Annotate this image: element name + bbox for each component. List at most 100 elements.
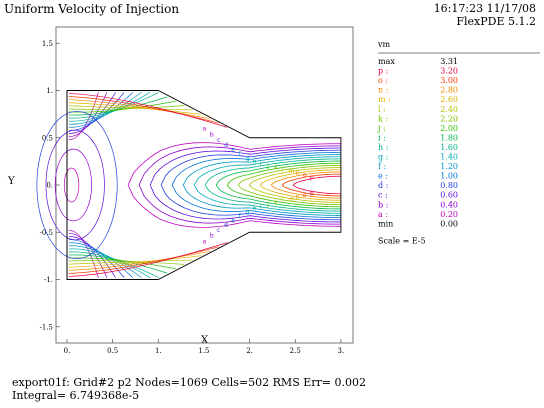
corner-contour-f (68, 245, 142, 278)
corner-contour-o (68, 96, 219, 124)
y-axis-label: Y (8, 176, 15, 187)
x-tick-label: 3. (338, 347, 345, 355)
legend-level-value: 1.20 (440, 162, 458, 171)
contour-label-h: h (253, 206, 257, 213)
contour-label-i: i (260, 160, 262, 167)
legend: vm max 3.31 p : 3.20 o : 3.00 n : 2.80 m : 2.60 l :… (377, 40, 540, 245)
legend-level-value: 2.00 (440, 124, 458, 133)
x-tick-label: 1. (155, 347, 162, 355)
corner-contour-h (68, 92, 159, 119)
legend-level-label: l : (378, 105, 386, 114)
legend-level-value: 0.40 (440, 200, 458, 209)
contour-label-p: p (310, 174, 314, 181)
legend-level-label: g : (378, 153, 388, 162)
contour-label-k: k (274, 200, 278, 207)
corner-contour-h (68, 251, 159, 278)
corner-contour-n (68, 250, 211, 271)
contour-label-h: h (253, 158, 257, 165)
corner-contour-a (68, 230, 99, 278)
contour-m (259, 169, 341, 201)
legend-level-label: j : (377, 124, 386, 133)
x-tick-label: 0. (64, 347, 71, 355)
contour-label-k: k (274, 164, 278, 171)
contour-label-b: b (210, 233, 214, 240)
legend-min-value: 0.00 (440, 219, 458, 228)
legend-level-label: o : (378, 76, 388, 85)
legend-level-value: 3.00 (440, 76, 458, 85)
contour-c (149, 147, 341, 223)
legend-level-label: d : (378, 181, 388, 190)
contour-label-c: c (217, 227, 220, 234)
legend-level-label: h : (378, 143, 388, 152)
x-tick-label: 0.5 (107, 347, 118, 355)
legend-level-label: b : (378, 200, 388, 209)
contour-label-f: f (238, 213, 241, 220)
contour-a (127, 142, 341, 228)
y-tick-label: 0. (46, 182, 53, 190)
legend-level-label: k : (378, 114, 388, 123)
legend-level-label: p : (378, 67, 388, 76)
contour-label-a: a (203, 126, 207, 133)
contour-label-f: f (238, 151, 241, 158)
contour-label-m: m (289, 196, 295, 203)
legend-level-label: n : (378, 86, 388, 95)
contour-n (270, 171, 341, 199)
contour-label-d: d (224, 222, 228, 229)
x-tick-label: 2.5 (290, 347, 301, 355)
legend-level-label: f : (378, 162, 386, 171)
x-axis-label: X (201, 335, 209, 346)
contour-label-g: g (246, 209, 250, 216)
contour-d (160, 149, 341, 221)
y-tick-label: -1. (44, 276, 53, 284)
corner-contour-l (68, 259, 193, 265)
corner-contour-e (68, 92, 134, 128)
x-tick-label: 1.5 (198, 347, 209, 355)
footer: export01f: Grid#2 p2 Nodes=1069 Cells=50… (12, 376, 366, 402)
contour-k (237, 164, 341, 206)
contour-l (248, 167, 341, 203)
legend-level-value: 2.40 (440, 105, 458, 114)
corner-contour-k (68, 260, 185, 265)
plot-stamp: 16:17:23 11/17/08 FlexPDE 5.1.2 (434, 2, 536, 28)
footer-integral: Integral= 6.749368e-5 (12, 389, 140, 402)
contour-label-j: j (266, 202, 269, 209)
contour-label-n: n (296, 170, 300, 177)
inlet-contour-c (45, 129, 105, 241)
legend-level-label: c : (378, 191, 388, 200)
corner-contour-i (68, 254, 168, 274)
contour-label-o: o (303, 172, 307, 179)
corner-contour-o (68, 246, 219, 274)
contour-h (204, 158, 341, 212)
inlet-contour-d (36, 110, 118, 260)
legend-level-value: 0.60 (440, 191, 458, 200)
legend-level-value: 2.80 (440, 86, 458, 95)
legend-max-label: max (378, 57, 395, 66)
legend-level-value: 0.80 (440, 181, 458, 190)
contour-p (292, 175, 341, 195)
contour-o (281, 173, 341, 197)
legend-max-value: 3.31 (440, 57, 458, 66)
plot-title: Uniform Velocity of Injection (4, 2, 180, 16)
corner-contour-p (68, 93, 228, 128)
contour-f (182, 154, 341, 216)
corner-contour-k (68, 105, 185, 110)
contour-label-p: p (310, 190, 314, 197)
contour-label-e: e (231, 147, 235, 154)
contour-label-l: l (281, 198, 283, 205)
corner-contour-g (68, 92, 151, 122)
contour-label-l: l (281, 166, 283, 173)
contour-label-o: o (303, 192, 307, 199)
legend-level-value: 1.80 (440, 133, 458, 142)
footer-stats: export01f: Grid#2 p2 Nodes=1069 Cells=50… (12, 376, 366, 389)
corner-contour-n (68, 99, 211, 120)
corner-contour-f (68, 92, 142, 125)
y-tick-label: -1.5 (40, 323, 54, 331)
domain-boundary (66, 90, 342, 280)
y-tick-label: 0.5 (42, 134, 53, 142)
contour-label-i: i (260, 204, 262, 211)
contour-label-g: g (246, 155, 250, 162)
legend-level-value: 2.60 (440, 95, 458, 104)
contour-label-a: a (203, 238, 207, 245)
legend-level-label: a : (378, 210, 388, 219)
